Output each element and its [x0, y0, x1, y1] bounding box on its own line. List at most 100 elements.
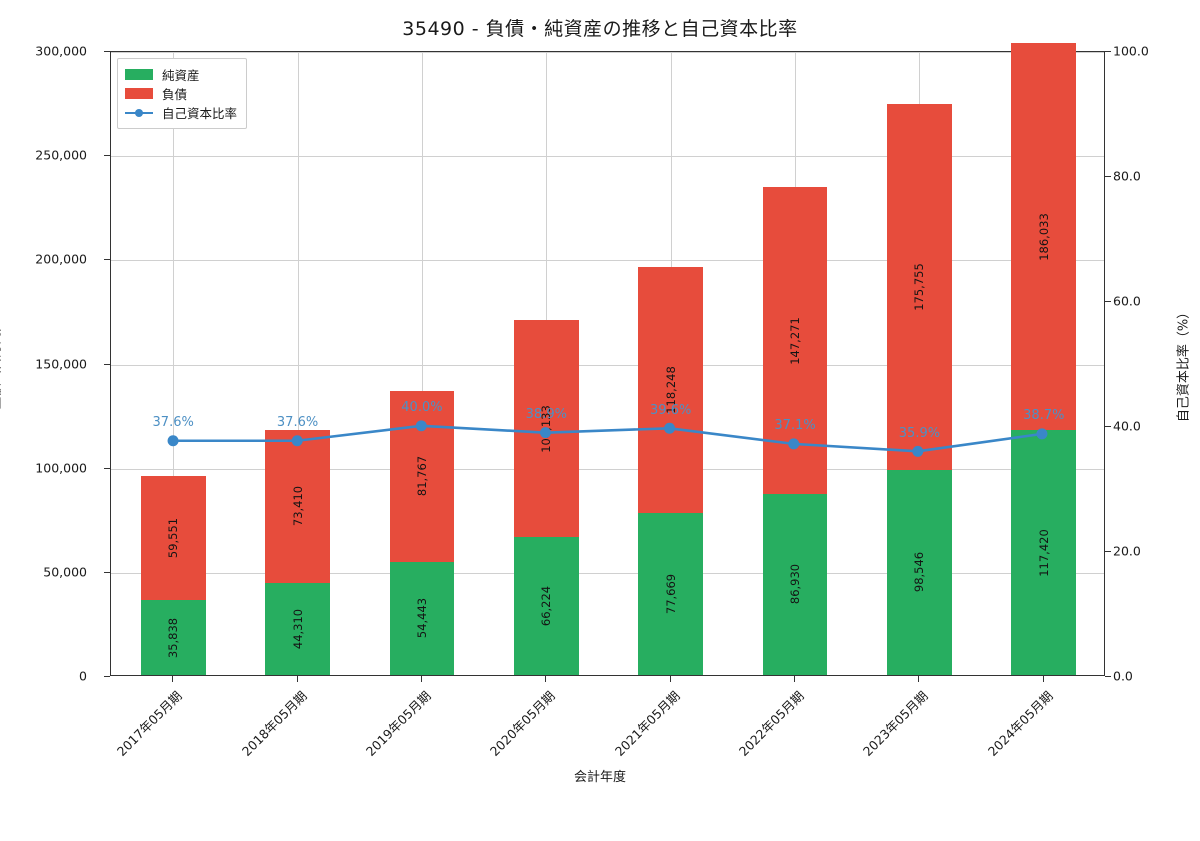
- x-axis-tick: [918, 676, 920, 682]
- bar-segment-equity[interactable]: 98,546: [887, 469, 952, 675]
- bar-group[interactable]: 44,310 73,410: [265, 429, 330, 675]
- gridline-horizontal: [111, 156, 1104, 158]
- ratio-value-label: 37.6%: [276, 415, 319, 430]
- y-axis-tick-label-right: 60.0: [1113, 293, 1141, 309]
- y-axis-tick-label-right: 0.0: [1113, 668, 1133, 684]
- bar-value-label-liabilities: 73,410: [290, 486, 305, 527]
- ratio-value-label: 39.6%: [650, 402, 692, 418]
- gridline-horizontal: [111, 468, 1104, 470]
- bar-group[interactable]: 77,669 118,248: [638, 266, 704, 675]
- y-axis-tick-left: [104, 155, 110, 157]
- y-axis-tick-right: [1105, 426, 1111, 427]
- legend-label-equity: 純資産: [162, 68, 200, 83]
- y-axis-label-right: 自己資本比率（%）: [1176, 305, 1192, 423]
- y-axis-tick-left: [104, 571, 110, 573]
- bar-segment-liabilities[interactable]: 118,248: [638, 266, 704, 514]
- bar-group[interactable]: 54,443 81,767: [389, 391, 455, 675]
- x-axis-tick: [420, 676, 422, 682]
- y-axis-tick-label-left: 50,000: [43, 564, 87, 580]
- bar-segment-liabilities[interactable]: 104,133: [513, 320, 579, 538]
- chart-figure: 35490 - 負債・純資産の推移と自己資本比率 35,838 59,551 44,…: [0, 18, 1192, 785]
- y-axis-tick-label-left: 200,000: [35, 251, 87, 267]
- bar-group[interactable]: 66,224 104,133: [513, 320, 579, 675]
- bar-segment-liabilities[interactable]: 73,410: [265, 429, 330, 583]
- legend-swatch-green-icon: [125, 69, 153, 80]
- gridline-vertical: [173, 52, 175, 675]
- bar-value-label-equity: 117,420: [1036, 528, 1051, 577]
- y-axis-tick-right: [1105, 176, 1111, 177]
- bar-group[interactable]: 35,838 59,551: [140, 476, 206, 675]
- y-axis-tick-label-right: 80.0: [1113, 168, 1141, 184]
- bar-segment-liabilities[interactable]: 175,755: [887, 103, 952, 470]
- bar-value-label-liabilities: 81,767: [414, 456, 429, 497]
- bar-value-label-equity: 86,930: [788, 564, 803, 605]
- x-axis-tick: [1042, 676, 1044, 682]
- y-axis-tick-left: [104, 676, 110, 677]
- legend-swatch-red-icon: [125, 88, 153, 99]
- bar-value-label-equity: 54,443: [414, 598, 429, 639]
- y-axis-tick-label-left: 150,000: [35, 356, 87, 371]
- bar-value-label-equity: 98,546: [912, 552, 927, 593]
- y-axis-tick-label-right: 100.0: [1113, 43, 1149, 59]
- x-axis-tick: [296, 676, 298, 682]
- x-axis-tick-label: 2023年05月期: [860, 688, 932, 759]
- bar-segment-liabilities[interactable]: 81,767: [389, 391, 455, 562]
- ratio-value-label: 38.9%: [525, 406, 567, 422]
- bar-segment-liabilities[interactable]: 147,271: [762, 187, 828, 494]
- bar-segment-equity[interactable]: 54,443: [389, 561, 455, 675]
- bar-value-label-liabilities: 59,551: [166, 518, 181, 559]
- chart-title: 35490 - 負債・純資産の推移と自己資本比率: [402, 18, 798, 40]
- bar-segment-equity[interactable]: 86,930: [762, 493, 828, 675]
- legend-line-marker-icon: [125, 107, 153, 118]
- legend-item-equity-ratio[interactable]: 自己資本比率: [125, 103, 237, 122]
- x-axis-tick-label: 2018年05月期: [238, 688, 310, 759]
- bar-segment-equity[interactable]: 66,224: [513, 537, 579, 675]
- bar-segment-equity[interactable]: 117,420: [1011, 430, 1077, 675]
- bar-group[interactable]: 117,420 186,033: [1011, 42, 1077, 675]
- x-axis-tick: [669, 676, 671, 682]
- bar-segment-liabilities[interactable]: 186,033: [1011, 42, 1077, 431]
- bar-segment-equity[interactable]: 44,310: [265, 582, 330, 675]
- bar-segment-equity[interactable]: 77,669: [638, 513, 704, 675]
- ratio-value-label: 35.9%: [898, 425, 941, 441]
- chart-legend: 純資産 負債 自己資本比率: [117, 58, 248, 129]
- legend-item-liabilities[interactable]: 負債: [125, 84, 237, 103]
- bar-value-label-liabilities: 186,033: [1036, 212, 1051, 261]
- y-axis-tick-label-right: 20.0: [1113, 543, 1141, 559]
- bar-group[interactable]: 98,546 175,755: [887, 103, 952, 675]
- x-axis-tick-label: 2024年05月期: [984, 688, 1056, 759]
- y-axis-tick-left: [104, 259, 110, 261]
- x-axis-tick-label: 2020年05月期: [487, 688, 559, 759]
- x-axis-tick-label: 2022年05月期: [735, 688, 807, 759]
- ratio-value-label: 38.7%: [1023, 408, 1065, 424]
- bar-segment-equity[interactable]: 35,838: [140, 600, 206, 675]
- gridline-horizontal: [111, 364, 1104, 366]
- ratio-value-label: 37.6%: [152, 415, 194, 430]
- y-axis-label-left: 金額（百万円）: [0, 318, 4, 410]
- gridline-horizontal: [111, 572, 1104, 574]
- gridline-vertical: [297, 52, 299, 675]
- y-axis-tick-label-left: 250,000: [35, 147, 87, 163]
- y-axis-tick-label-left: 0: [79, 668, 87, 684]
- gridline-horizontal: [111, 260, 1104, 262]
- ratio-value-label: 40.0%: [401, 400, 443, 415]
- legend-item-equity[interactable]: 純資産: [125, 65, 237, 84]
- bar-value-label-equity: 66,224: [539, 585, 554, 627]
- plot-area: 35,838 59,551 44,310 73,410 54,443 81,767 66,2…: [110, 42, 1105, 676]
- bar-segment-liabilities[interactable]: 59,551: [140, 476, 206, 601]
- x-axis-tick-label: 2019年05月期: [362, 688, 434, 759]
- y-axis-tick-label-left: 100,000: [35, 460, 87, 476]
- y-axis-tick-label-right: 40.0: [1113, 418, 1141, 434]
- x-axis-tick: [794, 676, 796, 682]
- bar-value-label-liabilities: 175,755: [912, 262, 927, 311]
- legend-label-liabilities: 負債: [162, 87, 188, 102]
- bar-value-label-equity: 44,310: [290, 608, 305, 649]
- y-axis-tick-left: [104, 363, 110, 365]
- legend-label-equity-ratio: 自己資本比率: [162, 106, 238, 121]
- x-axis-tick-label: 2021年05月期: [611, 688, 683, 759]
- y-axis-tick-right: [1105, 301, 1111, 302]
- y-axis-tick-left: [104, 467, 110, 469]
- ratio-value-label: 37.1%: [774, 418, 816, 434]
- x-axis-tick-label: 2017年05月期: [114, 688, 185, 759]
- bar-value-label-equity: 35,838: [166, 617, 181, 658]
